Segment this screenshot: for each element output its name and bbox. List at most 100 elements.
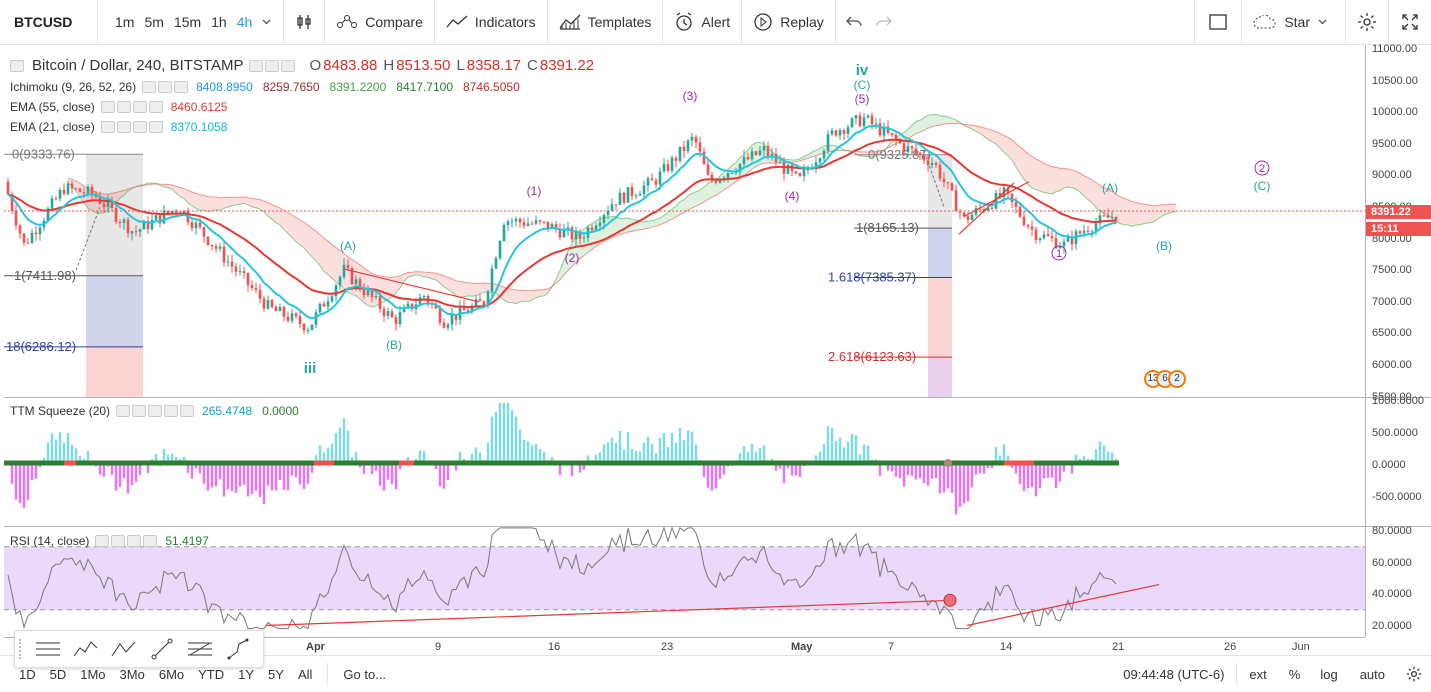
range-3mo[interactable]: 3Mo — [119, 666, 145, 682]
trend-line-icon[interactable] — [143, 631, 181, 667]
candle-body — [1090, 231, 1094, 233]
range-1mo[interactable]: 1Mo — [80, 666, 106, 682]
replay-button[interactable]: Replay — [742, 0, 835, 45]
elliott-correction-icon[interactable] — [105, 631, 143, 667]
fib-retracement-icon[interactable] — [181, 631, 219, 667]
candles-icon[interactable] — [284, 0, 324, 45]
clock-timezone[interactable]: 09:44:48 (UTC-6) — [1123, 666, 1225, 682]
pane-separator[interactable] — [4, 526, 1431, 527]
cloud-segment — [1024, 150, 1028, 185]
path-icon[interactable] — [219, 631, 257, 667]
interval-1h[interactable]: 1h — [211, 14, 227, 30]
percent-toggle[interactable]: % — [1288, 666, 1301, 682]
indicators-button[interactable]: Indicators — [435, 0, 547, 45]
candle-body — [1070, 236, 1074, 245]
chart-area[interactable]: 0(9333.76) 1(7411.98) 18(6286.12) 0(9325.87… — [4, 43, 1431, 637]
drag-handle[interactable] — [19, 639, 29, 659]
price-scale[interactable]: 11000.0010500.0010000.009500.009000.0085… — [1365, 43, 1431, 403]
chevron-down-icon[interactable] — [257, 0, 275, 45]
cloud-segment — [1124, 198, 1128, 225]
chevron-down-icon — [1318, 19, 1327, 25]
cloud-segment — [592, 220, 596, 250]
ichimoku-legend[interactable]: Ichimoku (9, 26, 52, 26) 8408.8950 8259.… — [10, 80, 520, 94]
ema21-legend[interactable]: EMA (21, close) 8370.1058 — [10, 120, 227, 134]
rsi-trend-line — [966, 583, 1160, 627]
legend-buttons[interactable] — [142, 81, 190, 93]
wave-label: 2 — [1259, 163, 1265, 175]
candle-body — [254, 288, 258, 290]
interval-15m[interactable]: 15m — [173, 14, 202, 30]
undo-icon[interactable] — [836, 0, 872, 45]
candle-body — [342, 264, 346, 277]
cloud-segment — [644, 221, 648, 230]
toolbar-divider — [662, 0, 664, 45]
star-button[interactable]: Star — [1242, 0, 1345, 45]
interval-5m[interactable]: 5m — [144, 14, 164, 30]
cloud-segment — [212, 196, 216, 212]
candle-body — [886, 126, 890, 134]
ema55-legend[interactable]: EMA (55, close) 8460.6125 — [10, 100, 227, 114]
candle-body — [974, 208, 978, 215]
rsi-pane[interactable]: RSI (14, close) 51.4197 — [4, 527, 1365, 637]
fullscreen-layout-icon[interactable] — [1195, 0, 1241, 45]
candle-body — [1034, 229, 1038, 240]
candle-body — [1082, 230, 1086, 234]
price-pane[interactable]: 0(9333.76) 1(7411.98) 18(6286.12) 0(9325.87… — [4, 45, 1365, 397]
candle-body — [366, 290, 370, 296]
legend-buttons[interactable] — [95, 535, 159, 547]
range-ytd[interactable]: YTD — [198, 666, 225, 682]
ttm-squeeze-pane[interactable]: TTM Squeeze (20) 265.4748 0.0000 — [4, 398, 1365, 526]
symbol-search-button[interactable]: BTCUSD — [14, 14, 73, 30]
rsi-scale[interactable]: 80.0000 60.0000 40.0000 20.0000 — [1365, 525, 1431, 637]
range-6mo[interactable]: 6Mo — [158, 666, 185, 682]
range-5y[interactable]: 5Y — [268, 666, 284, 682]
range-1d[interactable]: 1D — [19, 666, 36, 682]
price-chart-svg[interactable]: 0(9333.76)1(7411.98)18(6286.12)0(9325.87… — [4, 45, 1365, 397]
toolbar-divider — [1388, 0, 1389, 45]
candle-body — [1050, 236, 1054, 239]
rsi-legend[interactable]: RSI (14, close) 51.4197 — [10, 534, 209, 548]
candle-body — [442, 322, 446, 328]
settings-gear-icon[interactable] — [1346, 0, 1388, 45]
log-toggle[interactable]: log — [1320, 666, 1338, 682]
candle-body — [914, 148, 918, 154]
pane-separator[interactable] — [4, 397, 1431, 398]
range-all[interactable]: All — [297, 666, 313, 682]
time-axis[interactable]: Apr 9 16 23 May 7 14 21 26 Jun — [4, 637, 1365, 655]
templates-button[interactable]: Templates — [548, 0, 663, 45]
cloud-segment — [532, 290, 536, 301]
legend-buttons[interactable] — [249, 59, 297, 72]
rsi-tick-label: 80.0000 — [1372, 525, 1412, 537]
legend-buttons[interactable] — [116, 405, 196, 417]
fullscreen-icon[interactable] — [1389, 0, 1431, 45]
squeeze-scale[interactable]: 1000.0000 500.0000 0.0000 -500.0000 — [1365, 395, 1431, 526]
ema55-value: 8460.6125 — [170, 100, 228, 114]
redo-icon[interactable] — [872, 0, 896, 45]
candle-body — [746, 156, 750, 160]
candle-body — [510, 221, 514, 223]
compare-button[interactable]: Compare — [325, 0, 434, 45]
auto-toggle[interactable]: auto — [1359, 666, 1385, 682]
elliott-impulse-icon[interactable] — [67, 631, 105, 667]
legend-collapse-button[interactable] — [10, 59, 26, 72]
goto-button[interactable]: Go to... — [343, 666, 387, 682]
candle-body — [906, 146, 910, 152]
cloud-segment — [476, 283, 480, 296]
interval-4h[interactable]: 4h — [236, 14, 253, 30]
alert-button[interactable]: Alert — [663, 0, 741, 45]
cloud-segment — [940, 115, 944, 126]
settings-gear-icon[interactable] — [1397, 652, 1431, 692]
range-1y[interactable]: 1Y — [238, 666, 255, 682]
candle-body — [1042, 234, 1046, 239]
events-badge[interactable]: 13 6 2 — [1144, 370, 1186, 388]
legend-buttons[interactable] — [100, 101, 165, 113]
candle-body — [1010, 193, 1014, 203]
legend-buttons[interactable] — [100, 121, 165, 133]
squeeze-legend[interactable]: TTM Squeeze (20) 265.4748 0.0000 — [10, 404, 299, 418]
cloud-segment — [288, 212, 292, 238]
range-5d[interactable]: 5D — [49, 666, 67, 682]
interval-1m[interactable]: 1m — [115, 14, 135, 30]
ext-toggle[interactable]: ext — [1249, 666, 1267, 682]
candle-body — [922, 154, 926, 161]
horizontal-lines-icon[interactable] — [29, 631, 67, 667]
